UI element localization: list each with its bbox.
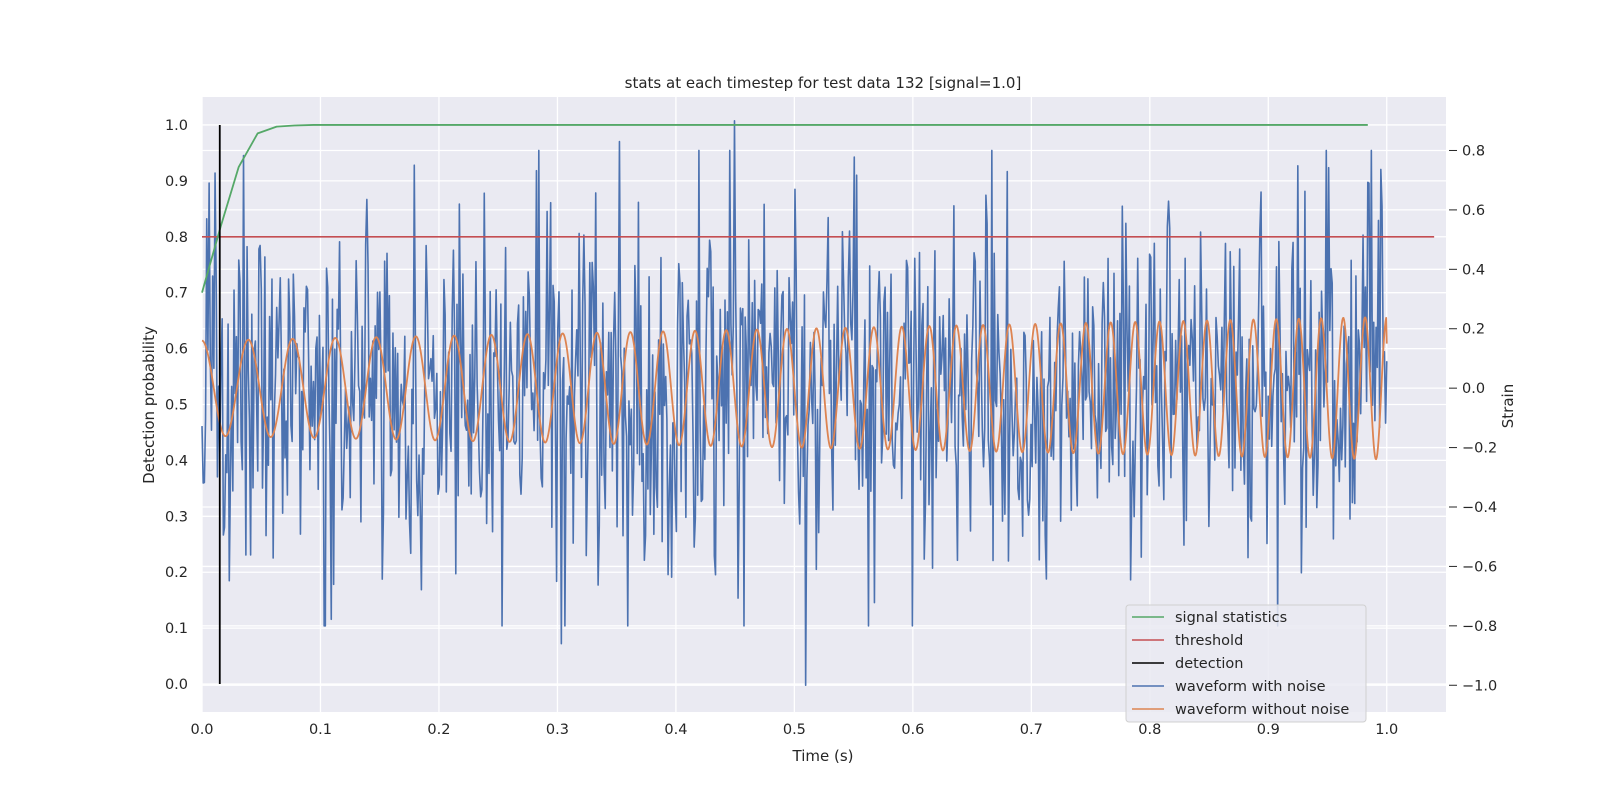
legend-label-signal-statistics: signal statistics: [1175, 610, 1287, 626]
x-axis-label: Time (s): [792, 747, 854, 765]
legend-label-threshold: threshold: [1175, 633, 1243, 649]
y-axis-label: Detection probability: [140, 326, 158, 484]
series-waveform-with-noise: [201, 119, 1388, 687]
x-tick-label: 0.8: [1138, 722, 1161, 738]
legend-box: [1125, 604, 1367, 723]
x-tick-label: 0.0: [190, 722, 213, 738]
y-right-tick-label: 0.0: [1462, 381, 1485, 397]
y-tick-label: 0.0: [165, 677, 188, 693]
x-tick-label: 0.9: [1257, 722, 1280, 738]
y-right-tick-label: −0.2: [1462, 441, 1497, 457]
axes-layer: 0.0 0.1 0.2 0.3 0.4 0.5 0.6 0.7 0.8 0.9 1.0 0.0 0.1 0…: [165, 118, 1497, 738]
x-tick-label: 0.2: [427, 722, 450, 738]
legend-label-detection: detection: [1175, 656, 1243, 672]
chart-title: stats at each timestep for test data 132…: [625, 74, 1022, 92]
y-tick-label: 0.4: [165, 453, 188, 469]
y-tick-label: 0.8: [165, 230, 188, 246]
y-tick-label: 0.1: [165, 621, 188, 637]
legend-label-waveform-without-noise: waveform without noise: [1175, 702, 1349, 718]
y-right-tick-label: 0.8: [1462, 143, 1485, 159]
series-layer: [201, 119, 1435, 687]
y-right-tick-label: −1.0: [1462, 678, 1497, 694]
y-right-tick-label: −0.8: [1462, 619, 1497, 635]
y-tick-label: 0.7: [165, 286, 188, 302]
y-axis-right-label: Strain: [1499, 384, 1517, 428]
y-tick-label: 0.3: [165, 509, 188, 525]
series-waveform-without-noise: [201, 316, 1388, 461]
series-signal-statistics: [201, 124, 1368, 293]
y-right-tick-label: −0.6: [1462, 559, 1497, 575]
y-right-tick-label: 0.4: [1462, 262, 1485, 278]
x-tick-label: 0.1: [309, 722, 332, 738]
y-right-tick-label: 0.6: [1462, 203, 1485, 219]
y-tick-label: 0.9: [165, 174, 188, 190]
y-tick-label: 1.0: [165, 118, 188, 134]
y-right-tick-label: 0.2: [1462, 322, 1485, 338]
legend: signal statistics threshold detection wa…: [1125, 604, 1367, 723]
x-tick-label: 0.6: [901, 722, 924, 738]
y-tick-label: 0.5: [165, 398, 188, 414]
y-right-tick-label: −0.4: [1462, 500, 1497, 516]
x-tick-label: 0.4: [664, 722, 687, 738]
y-tick-label: 0.6: [165, 342, 188, 358]
x-tick-label: 0.7: [1020, 722, 1043, 738]
x-tick-label: 1.0: [1375, 722, 1398, 738]
x-tick-label: 0.5: [783, 722, 806, 738]
x-tick-label: 0.3: [546, 722, 569, 738]
y-tick-label: 0.2: [165, 565, 188, 581]
legend-label-waveform-with-noise: waveform with noise: [1175, 679, 1326, 695]
